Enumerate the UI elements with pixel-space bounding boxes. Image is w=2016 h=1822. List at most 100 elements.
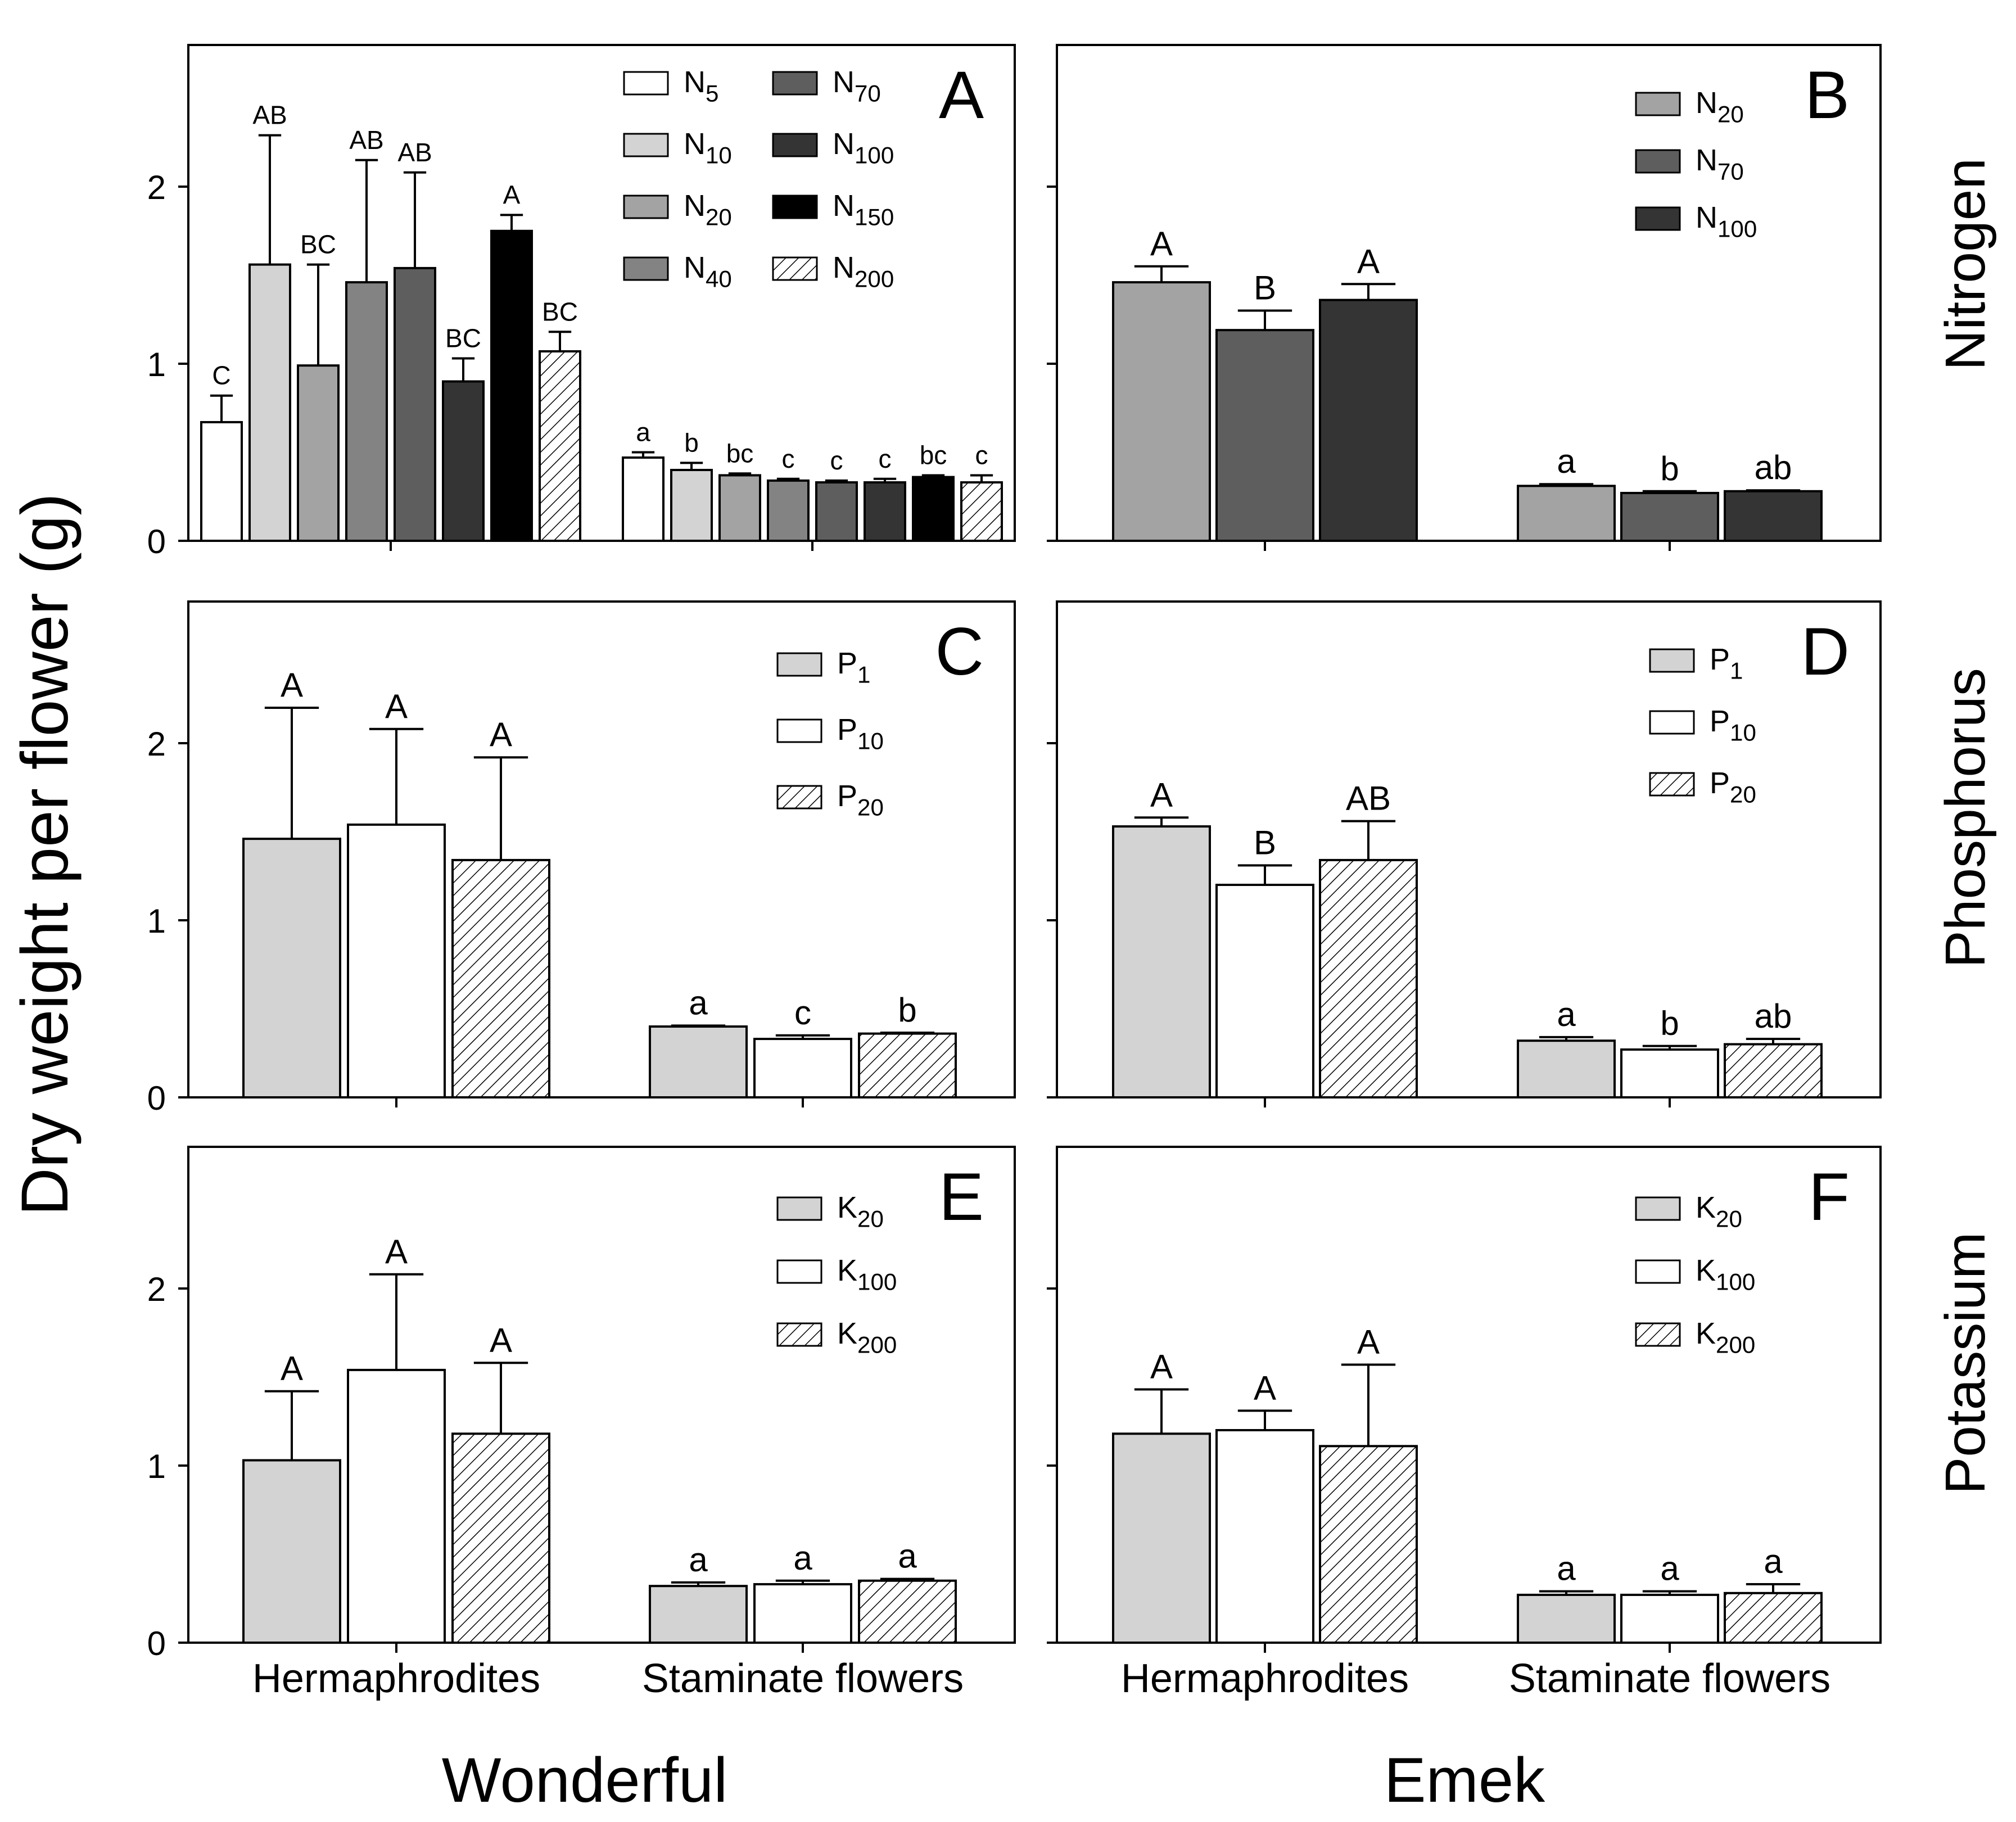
significance-letter-a: AB (252, 101, 287, 130)
group-label-hermaphrodites-wonderful: Hermaphrodites (252, 1656, 540, 1701)
bar-f (1319, 1445, 1418, 1644)
bar-b (1724, 490, 1823, 542)
legend-swatch-d (1649, 710, 1695, 735)
significance-letter-c: c (794, 994, 811, 1032)
bar-d (1112, 825, 1211, 1099)
significance-letter-a: c (879, 444, 892, 473)
legend-label-a: N5 (684, 65, 718, 106)
bar-a (490, 229, 533, 542)
legend-label-a: N40 (684, 251, 732, 292)
significance-letter-a: C (212, 361, 230, 390)
significance-letter-e: a (793, 1539, 812, 1577)
panel-e: 0 1 2 A A Aa a a K20 K100 K200 E (147, 1146, 1016, 1662)
legend-label-c: P10 (837, 713, 884, 754)
bar-a (670, 469, 713, 542)
significance-letter-a: A (503, 180, 521, 209)
bar-a (815, 481, 858, 542)
bar-f (1215, 1429, 1314, 1644)
significance-letter-f: a (1660, 1550, 1679, 1588)
significance-letter-e: A (490, 1321, 512, 1359)
legend-swatch-c (776, 652, 822, 677)
plot-frame-e (187, 1146, 1016, 1644)
panel-letter-e: E (939, 1159, 984, 1235)
legend-label-b: N20 (1696, 86, 1744, 127)
y-tick-label-a: 0 (147, 523, 166, 560)
y-axis-label: Dry weight per flower (g) (8, 493, 82, 1215)
bar-a (864, 481, 906, 542)
significance-letter-a: c (830, 446, 843, 475)
bar-a (539, 350, 581, 542)
legend-swatch-f (1635, 1322, 1681, 1347)
legend-swatch-d (1649, 772, 1695, 797)
bar-c (753, 1038, 852, 1099)
legend-swatch-c (776, 718, 822, 743)
significance-letter-f: a (1557, 1550, 1576, 1588)
legend-swatch-a (623, 71, 669, 96)
legend-label-a: N150 (833, 189, 894, 230)
legend-label-d: P1 (1710, 643, 1743, 684)
significance-letter-a: c (975, 440, 988, 469)
plot-frame-f (1056, 1146, 1882, 1644)
legend-label-b: N100 (1696, 201, 1757, 242)
nutrient-label-phosphorus: Phosphorus (1934, 668, 1997, 968)
y-tick-label-e: 0 (147, 1625, 166, 1662)
legend-label-e: K200 (837, 1317, 897, 1358)
panel-c: 0 1 2 A A Aa c b P1 P10 P20 C (147, 600, 1016, 1117)
y-tick-label-c: 0 (147, 1079, 166, 1117)
bar-c (242, 838, 341, 1098)
y-tick-label-c: 2 (147, 725, 166, 763)
bar-b (1112, 281, 1211, 542)
legend-swatch-f (1635, 1259, 1681, 1284)
significance-letter-b: b (1660, 450, 1679, 487)
bar-f (1724, 1592, 1823, 1644)
bar-c (347, 823, 446, 1099)
bar-d (1724, 1043, 1823, 1098)
panel-letter-c: C (935, 614, 984, 689)
legend-swatch-e (776, 1196, 822, 1221)
y-tick-label-c: 1 (147, 902, 166, 940)
significance-letter-a: b (684, 428, 699, 457)
bar-a (767, 479, 810, 542)
legend-label-a: N10 (684, 127, 732, 168)
legend-label-b: N70 (1696, 143, 1744, 184)
significance-letter-d: AB (1346, 780, 1391, 817)
legend-label-f: K200 (1696, 1317, 1755, 1358)
bar-b (1215, 329, 1314, 542)
legend-label-c: P20 (837, 779, 884, 820)
significance-letter-b: A (1150, 225, 1173, 263)
bar-f (1112, 1432, 1211, 1644)
legend-label-f: K100 (1696, 1254, 1755, 1295)
legend-swatch-a (772, 133, 818, 157)
bar-a (912, 476, 955, 542)
bar-a (345, 281, 388, 542)
plot-frame-c (187, 600, 1016, 1098)
significance-letter-a: AB (397, 138, 432, 167)
bar-a (248, 263, 291, 542)
significance-letter-a: AB (349, 125, 383, 155)
legend-label-e: K100 (837, 1254, 897, 1295)
significance-letter-a: BC (300, 230, 336, 259)
significance-letter-f: a (1764, 1543, 1783, 1580)
bar-e (858, 1579, 957, 1644)
legend-swatch-c (776, 785, 822, 810)
cultivar-label-wonderful: Wonderful (442, 1745, 727, 1815)
legend-swatch-a (772, 256, 818, 281)
significance-letter-f: A (1357, 1323, 1380, 1360)
group-label-staminate-wonderful: Staminate flowers (642, 1656, 964, 1701)
legend-swatch-a (623, 195, 669, 219)
bar-a (960, 481, 1003, 542)
significance-letter-f: A (1150, 1348, 1173, 1386)
significance-letter-f: A (1254, 1369, 1276, 1407)
bar-c (451, 858, 550, 1099)
group-label-hermaphrodites-emek: Hermaphrodites (1121, 1656, 1409, 1701)
bar-e (649, 1585, 748, 1644)
panel-letter-b: B (1805, 57, 1850, 133)
significance-letter-d: b (1660, 1005, 1679, 1042)
significance-letter-b: B (1254, 269, 1276, 307)
bar-f (1517, 1593, 1616, 1644)
bar-d (1620, 1048, 1719, 1098)
